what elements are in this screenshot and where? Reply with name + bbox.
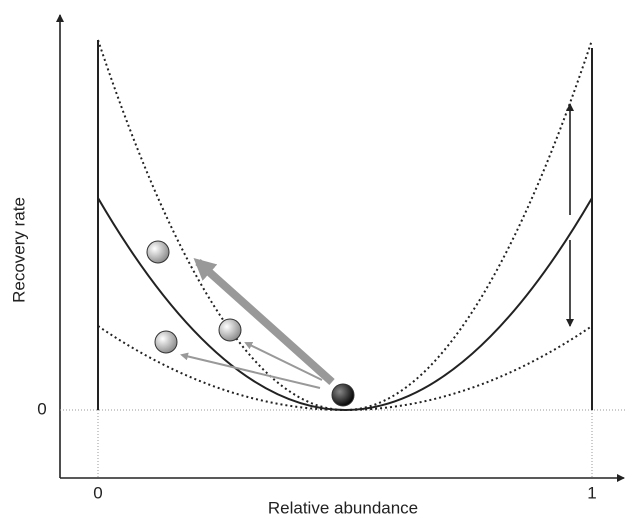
shift-arrows — [180, 257, 335, 389]
x-axis-title: Relative abundance — [268, 498, 418, 517]
y-tick-label: 0 — [37, 399, 46, 418]
y-axis-title: Recovery rate — [9, 197, 28, 303]
axes — [56, 14, 625, 482]
balls — [146, 240, 355, 407]
x-tick-label: 1 — [587, 483, 596, 502]
guides — [60, 409, 627, 478]
boundaries — [97, 40, 593, 410]
curves — [98, 39, 592, 411]
x-tick-label: 0 — [93, 483, 102, 502]
